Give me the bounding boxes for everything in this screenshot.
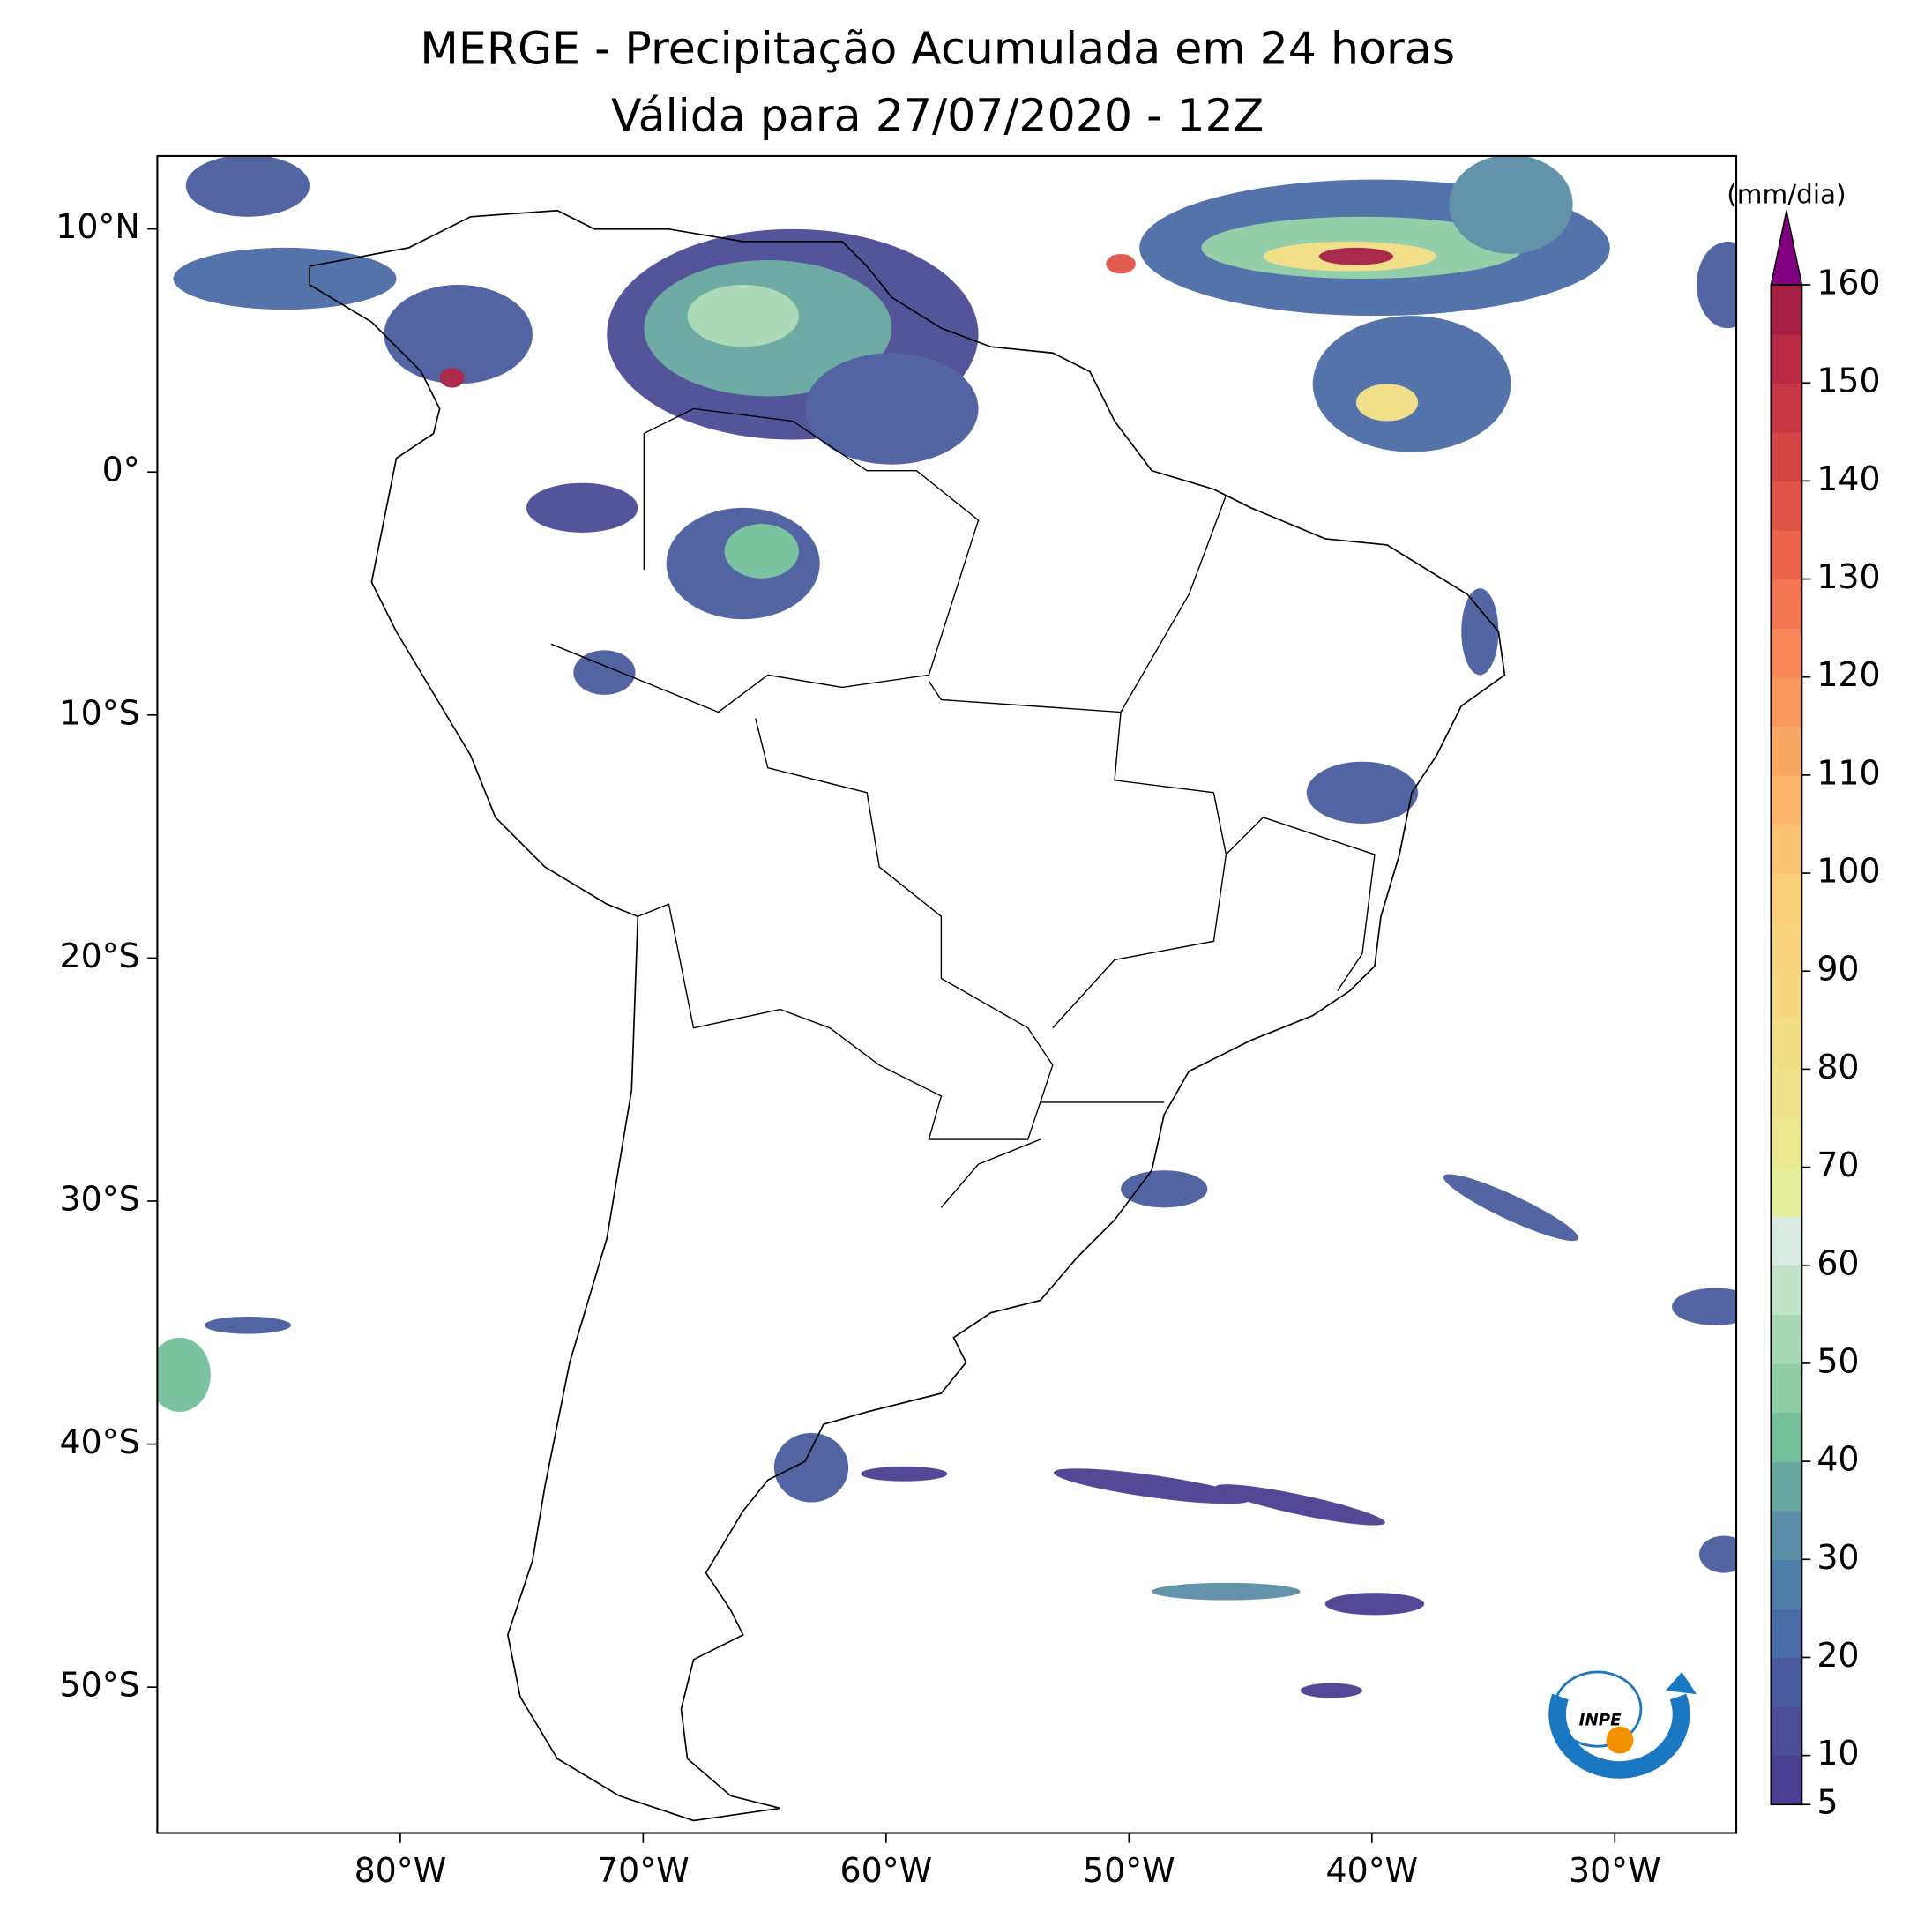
colorbar-tick-label: 110 — [1816, 753, 1880, 792]
y-tick-label: 50°S — [60, 1666, 140, 1705]
inpe-logo: INPE — [1548, 1670, 1697, 1779]
colorbar-tick-label: 160 — [1816, 264, 1880, 302]
colorbar-tick-label: 5 — [1816, 1783, 1838, 1822]
colorbar-segment — [1771, 676, 1802, 728]
colorbar-segment — [1771, 1706, 1802, 1757]
colorbar-tick-label: 60 — [1816, 1243, 1859, 1282]
colorbar-tick-label: 150 — [1816, 362, 1880, 400]
coastline — [309, 209, 1506, 1822]
colorbar-segment — [1771, 1167, 1802, 1217]
colorbar-segment — [1771, 383, 1802, 433]
colorbar-segment — [1771, 922, 1802, 972]
colorbar-segment — [1771, 1559, 1802, 1609]
colorbar-tick-label: 30 — [1816, 1538, 1859, 1577]
colorbar-segment — [1771, 1657, 1802, 1707]
colorbar-segment — [1771, 1314, 1802, 1364]
y-tick-label: 30°S — [60, 1179, 140, 1218]
x-tick-label: 70°W — [597, 1851, 690, 1890]
colorbar-frame — [1770, 284, 1803, 1806]
colorbar-tick-label: 20 — [1816, 1636, 1859, 1675]
colorbar-segment — [1771, 481, 1802, 531]
colorbar-segment — [1771, 529, 1802, 580]
colorbar-tick-label: 40 — [1816, 1440, 1859, 1479]
colorbar-segment — [1771, 1412, 1802, 1462]
map-frame — [156, 154, 1738, 1834]
colorbar-segment — [1771, 628, 1802, 678]
colorbar-tick-label: 80 — [1816, 1048, 1859, 1086]
colorbar-segment — [1771, 971, 1802, 1021]
y-tick-label: 20°S — [60, 937, 140, 975]
colorbar-segment — [1771, 1755, 1802, 1805]
colorbar-tick-label: 100 — [1816, 852, 1880, 891]
colorbar-tick-label: 120 — [1816, 655, 1880, 694]
colorbar-segment — [1771, 1117, 1802, 1168]
colorbar-tick-label: 50 — [1816, 1341, 1859, 1380]
y-tick-label: 0° — [102, 451, 140, 489]
colorbar-segment — [1771, 1362, 1802, 1414]
colorbar-segment — [1771, 873, 1802, 923]
colorbar-tick-label: 10 — [1816, 1734, 1859, 1773]
map-title: MERGE - Precipitação Acumulada em 24 hor… — [420, 22, 1455, 74]
colorbar: 5 10 20 30 40 50 60 70 80 90 100 110 120 130 140 150 160… — [1727, 179, 1880, 1821]
map-subtitle: Válida para 27/07/2020 - 12Z — [611, 89, 1264, 141]
colorbar-segment — [1771, 285, 1802, 335]
colorbar-tick-label: 70 — [1816, 1146, 1859, 1184]
colorbar-segment — [1771, 1019, 1802, 1071]
map-area: INPE — [157, 155, 1737, 1822]
colorbar-segment — [1771, 824, 1802, 874]
colorbar-tick-label: 90 — [1816, 950, 1859, 989]
y-tick-label: 40°S — [60, 1422, 140, 1461]
colorbar-segment — [1771, 1216, 1802, 1266]
country-borders — [550, 407, 1376, 1208]
svg-text:INPE: INPE — [1579, 1711, 1622, 1729]
x-tick-label: 40°W — [1325, 1851, 1418, 1890]
colorbar-segment — [1771, 1608, 1802, 1659]
axes: 80°W 70°W 60°W 50°W 40°W 30°W 10°N 0° 10°S 20°S 30… — [56, 207, 1660, 1890]
colorbar-segment — [1771, 333, 1802, 384]
colorbar-tick-label: 140 — [1816, 459, 1880, 498]
precipitation-field — [157, 155, 1737, 1698]
colorbar-unit: (mm/dia) — [1727, 179, 1846, 209]
x-tick-label: 30°W — [1569, 1851, 1661, 1890]
y-tick-label: 10°N — [56, 207, 140, 246]
x-tick-label: 50°W — [1083, 1851, 1175, 1890]
colorbar-segment — [1771, 1461, 1802, 1512]
colorbar-segment — [1771, 726, 1802, 776]
colorbar-segment — [1771, 1069, 1802, 1119]
colorbar-segment — [1771, 579, 1802, 629]
x-tick-label: 60°W — [840, 1851, 933, 1890]
colorbar-extension — [1770, 210, 1803, 286]
x-tick-label: 80°W — [354, 1851, 447, 1890]
colorbar-tick-label: 130 — [1816, 557, 1880, 596]
colorbar-segment — [1771, 1265, 1802, 1316]
y-tick-label: 10°S — [60, 693, 140, 732]
colorbar-segment — [1771, 1510, 1802, 1560]
colorbar-segment — [1771, 774, 1802, 825]
colorbar-segment — [1771, 431, 1802, 482]
